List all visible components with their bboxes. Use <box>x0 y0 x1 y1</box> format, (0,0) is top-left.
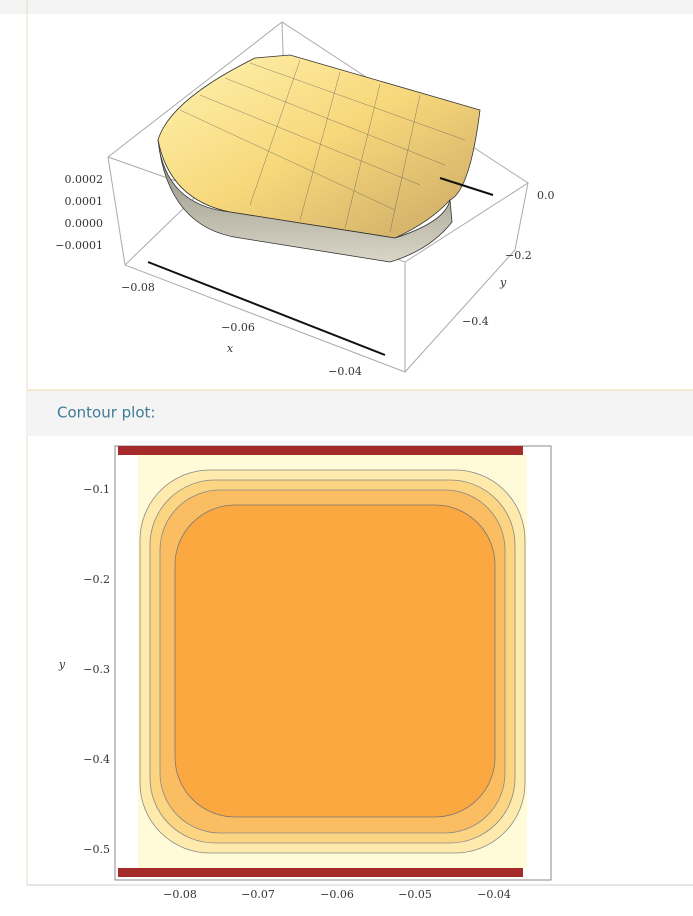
surface-side <box>157 139 453 263</box>
y-rug <box>439 177 494 196</box>
y-axis-label: y <box>499 276 507 289</box>
edge-band <box>118 446 523 455</box>
z-tick-label: 0.0001 <box>65 195 104 208</box>
z-tick-label: 0.0002 <box>65 173 104 186</box>
contour-region <box>174 504 496 818</box>
pod-header <box>0 0 693 14</box>
z-tick-label: −0.0001 <box>55 239 103 252</box>
y-tick-label: −0.5 <box>83 843 110 856</box>
y-tick-label: 0.0 <box>537 189 555 202</box>
surface-mesh <box>179 59 466 233</box>
x-tick-label: −0.05 <box>398 888 432 901</box>
x-rug <box>147 261 386 356</box>
x-tick-label: −0.08 <box>121 281 155 294</box>
y-tick-label: −0.2 <box>505 249 532 262</box>
surface <box>157 54 481 239</box>
x-tick-label: −0.06 <box>221 321 255 334</box>
pod-title: Contour plot: <box>57 404 155 422</box>
y-tick-label: −0.3 <box>83 663 110 676</box>
x-tick-label: −0.07 <box>241 888 275 901</box>
x-tick-label: −0.04 <box>477 888 511 901</box>
x-tick-label: −0.04 <box>328 365 362 378</box>
y-tick-label: −0.1 <box>83 483 110 496</box>
x-tick-label: −0.08 <box>163 888 197 901</box>
y-tick-label: −0.4 <box>83 753 110 766</box>
z-tick-label: 0.0000 <box>65 217 104 230</box>
x-axis-label: x <box>227 342 234 355</box>
y-tick-label: −0.2 <box>83 573 110 586</box>
y-axis-label: y <box>58 658 66 671</box>
edge-band <box>118 868 523 877</box>
x-tick-label: −0.06 <box>320 888 354 901</box>
pod-header <box>27 390 693 436</box>
y-tick-label: −0.4 <box>462 315 489 328</box>
